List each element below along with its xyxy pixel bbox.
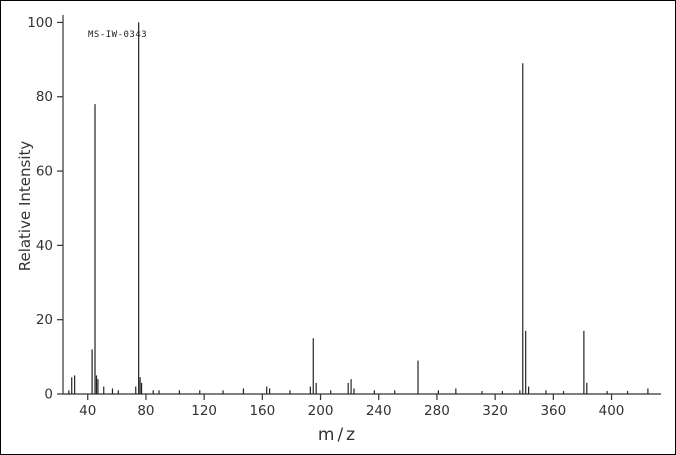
x-tick-label: 40 bbox=[79, 403, 96, 419]
x-tick-label: 360 bbox=[540, 403, 566, 419]
x-tick-label: 200 bbox=[308, 403, 334, 419]
x-tick-label: 160 bbox=[249, 403, 275, 419]
y-tick-label: 60 bbox=[36, 164, 53, 180]
x-tick-label: 240 bbox=[366, 403, 392, 419]
spectrum-id-label: MS-IW-0343 bbox=[88, 30, 148, 40]
x-tick-label: 280 bbox=[424, 403, 450, 419]
y-tick-label: 80 bbox=[36, 89, 53, 105]
y-tick-label: 20 bbox=[36, 312, 53, 328]
x-tick-label: 400 bbox=[599, 403, 625, 419]
y-tick-label: 100 bbox=[27, 15, 53, 31]
x-axis-label: m/z bbox=[317, 425, 359, 445]
y-axis-label: Relative Intensity bbox=[16, 140, 34, 272]
y-tick-label: 40 bbox=[36, 238, 53, 254]
x-tick-label: 320 bbox=[482, 403, 508, 419]
y-tick-label: 0 bbox=[44, 387, 53, 403]
x-tick-label: 80 bbox=[137, 403, 154, 419]
x-tick-label: 120 bbox=[191, 403, 217, 419]
